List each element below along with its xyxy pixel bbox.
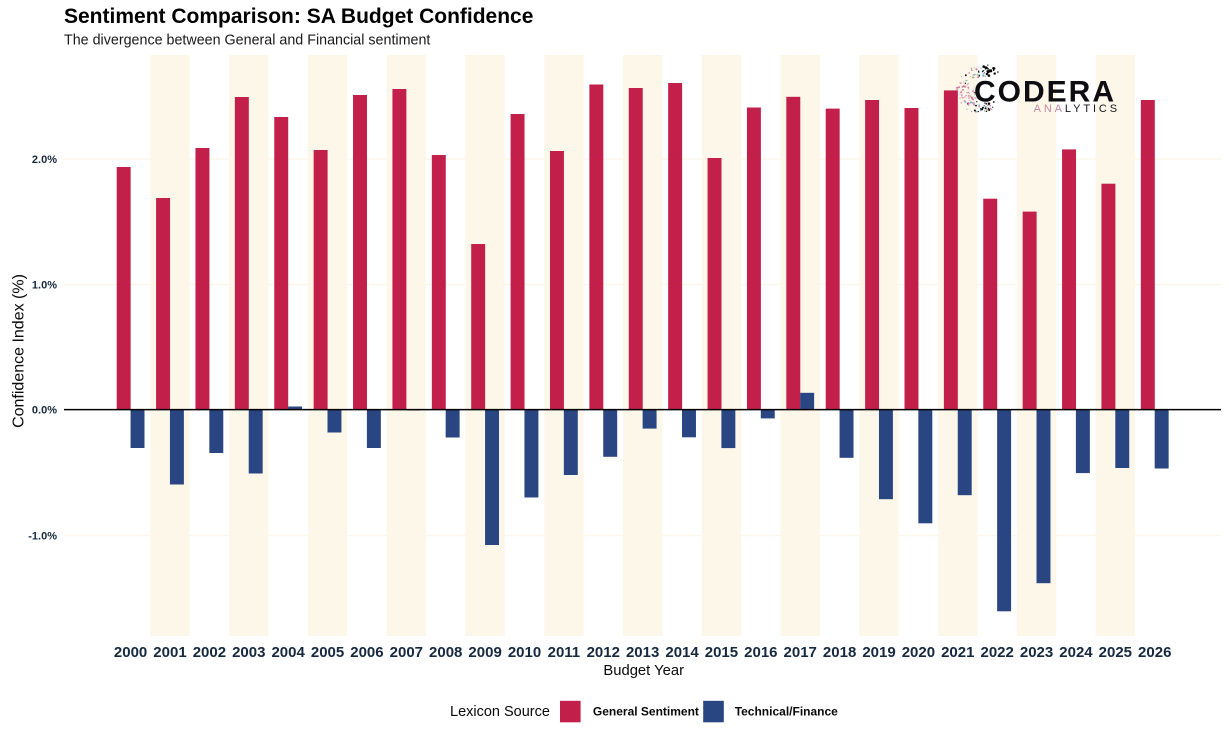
svg-text:2000: 2000	[114, 644, 147, 661]
svg-text:2018: 2018	[823, 644, 856, 661]
svg-text:2019: 2019	[862, 644, 895, 661]
svg-text:2021: 2021	[941, 644, 974, 661]
svg-text:2008: 2008	[429, 644, 462, 661]
svg-text:2014: 2014	[665, 644, 699, 661]
svg-text:General Sentiment: General Sentiment	[593, 705, 699, 719]
svg-text:Budget Year: Budget Year	[603, 663, 684, 679]
svg-text:Sentiment Comparison: SA Budge: Sentiment Comparison: SA Budget Confiden…	[64, 5, 533, 28]
svg-text:2016: 2016	[744, 644, 777, 661]
svg-text:2017: 2017	[784, 644, 817, 661]
svg-text:CODERA: CODERA	[974, 75, 1116, 108]
svg-text:2026: 2026	[1138, 644, 1171, 661]
svg-text:ANALYTICS: ANALYTICS	[1034, 103, 1120, 115]
svg-text:2001: 2001	[153, 644, 186, 661]
svg-text:2.0%: 2.0%	[32, 154, 57, 166]
svg-text:2024: 2024	[1059, 644, 1093, 661]
svg-text:2025: 2025	[1099, 644, 1132, 661]
svg-text:2009: 2009	[468, 644, 501, 661]
svg-text:2022: 2022	[980, 644, 1013, 661]
svg-text:2002: 2002	[193, 644, 226, 661]
svg-text:Confidence Index (%): Confidence Index (%)	[11, 274, 28, 428]
svg-text:Technical/Finance: Technical/Finance	[735, 705, 838, 719]
svg-text:2023: 2023	[1020, 644, 1053, 661]
svg-text:The divergence between General: The divergence between General and Finan…	[64, 33, 430, 49]
svg-text:Lexicon Source: Lexicon Source	[450, 704, 550, 720]
svg-text:2004: 2004	[271, 644, 305, 661]
svg-text:2011: 2011	[548, 644, 581, 661]
svg-text:2005: 2005	[311, 644, 344, 661]
svg-text:0.0%: 0.0%	[32, 404, 57, 416]
svg-text:1.0%: 1.0%	[32, 279, 57, 291]
svg-text:2012: 2012	[587, 644, 620, 661]
svg-text:2007: 2007	[390, 644, 423, 661]
svg-text:2010: 2010	[508, 644, 541, 661]
svg-text:2003: 2003	[232, 644, 265, 661]
svg-text:2015: 2015	[705, 644, 738, 661]
svg-text:-1.0%: -1.0%	[28, 530, 57, 542]
svg-text:2020: 2020	[902, 644, 935, 661]
svg-text:2013: 2013	[626, 644, 659, 661]
svg-text:2006: 2006	[350, 644, 383, 661]
